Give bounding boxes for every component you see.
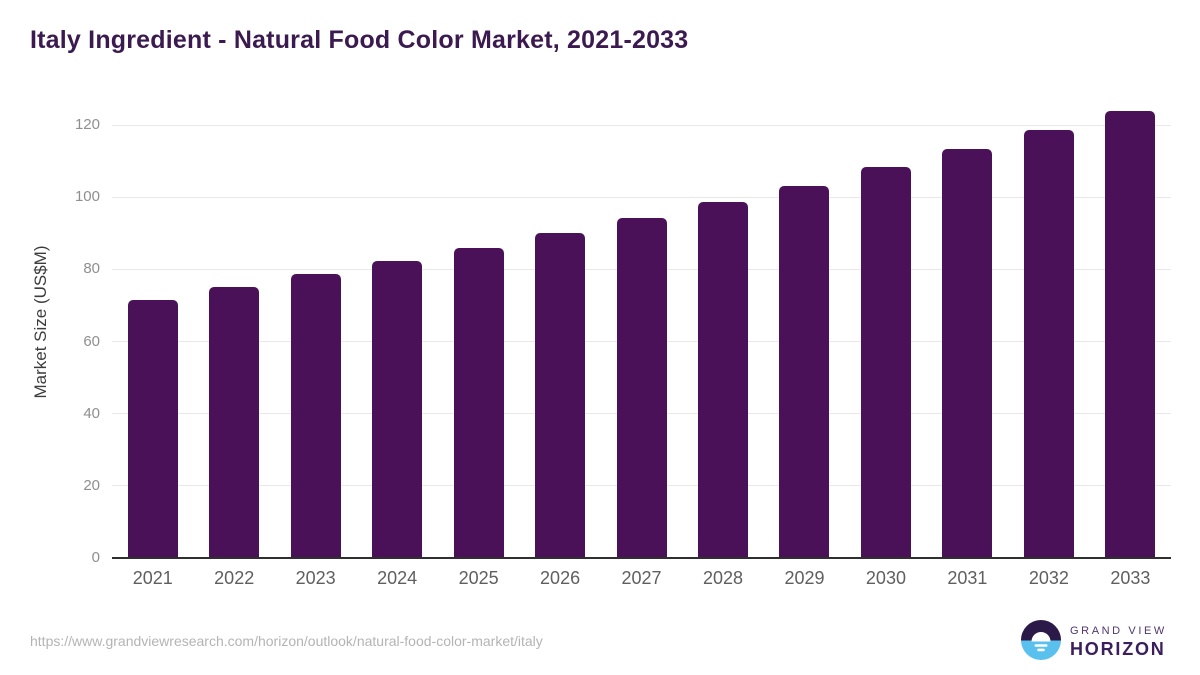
chart-title: Italy Ingredient - Natural Food Color Ma… — [30, 26, 689, 54]
bar-2028 — [698, 202, 749, 558]
bar-2029 — [779, 185, 830, 558]
y-tick-label-60: 60 — [83, 332, 100, 350]
bar-2032 — [1023, 130, 1074, 558]
bar-slot-2021 — [112, 96, 193, 558]
y-tick-label-80: 80 — [83, 260, 100, 278]
y-tick-label-0: 0 — [91, 549, 100, 566]
bar-slot-2031 — [927, 96, 1008, 558]
bar-slot-2022 — [193, 96, 274, 558]
gridline-100 — [112, 196, 1171, 198]
bar-slot-2026 — [519, 96, 600, 558]
y-tick-label-40: 40 — [83, 404, 100, 422]
bar-slot-2030 — [845, 96, 926, 558]
bar-2022 — [209, 287, 260, 558]
x-tick-label-2022: 2022 — [214, 568, 255, 588]
logo-text-grand-view: GRAND VIEW — [1070, 625, 1167, 637]
bar-slot-2028 — [682, 96, 763, 558]
bar-2025 — [453, 248, 504, 558]
x-tick-label-2030: 2030 — [865, 568, 906, 588]
x-axis-line — [112, 557, 1171, 559]
bar-2027 — [616, 218, 667, 558]
gridline-120 — [112, 124, 1171, 126]
bar-slot-2024 — [356, 96, 437, 558]
x-tick-label-2028: 2028 — [702, 568, 744, 588]
source-url-text: https://www.grandviewresearch.com/horizo… — [30, 633, 543, 649]
bar-2030 — [860, 166, 911, 558]
bar-slot-2023 — [275, 96, 356, 558]
logo-text-horizon: HORIZON — [1070, 639, 1166, 659]
x-tick-label-2023: 2023 — [295, 568, 336, 588]
bar-slot-2025 — [438, 96, 519, 558]
x-tick-label-2031: 2031 — [947, 568, 988, 588]
y-axis-ticks: 0 20 40 60 80 100 120 — [0, 96, 102, 566]
x-tick-label-2026: 2026 — [540, 568, 581, 588]
x-tick-label-2029: 2029 — [784, 568, 825, 588]
x-tick-label-2024: 2024 — [377, 568, 418, 588]
grand-view-horizon-logo: GRAND VIEW HORIZON — [1021, 620, 1167, 665]
y-tick-label-20: 20 — [83, 476, 100, 494]
x-tick-label-2025: 2025 — [458, 568, 499, 588]
bar-slot-2029 — [764, 96, 845, 558]
x-tick-label-2032: 2032 — [1028, 568, 1069, 588]
x-axis-ticks: 2021 2022 2023 2024 2025 2026 2027 2028 2029 2030… — [112, 568, 1171, 589]
x-tick-label-2027: 2027 — [621, 568, 662, 588]
y-tick-label-120: 120 — [74, 116, 100, 133]
bar-2023 — [290, 274, 341, 558]
bar-2031 — [942, 148, 993, 558]
horizon-sunrise-icon — [1021, 620, 1061, 665]
x-tick-label-2033: 2033 — [1110, 568, 1151, 588]
bars — [112, 96, 1171, 558]
y-tick-label-100: 100 — [74, 188, 100, 206]
logo-text: GRAND VIEW HORIZON — [1070, 620, 1167, 660]
bar-2024 — [372, 261, 423, 558]
bar-slot-2033 — [1090, 96, 1171, 558]
bar-2026 — [535, 233, 586, 558]
x-tick-label-2021: 2021 — [132, 568, 173, 588]
bar-slot-2027 — [601, 96, 682, 558]
bar-slot-2032 — [1008, 96, 1089, 558]
bar-2033 — [1105, 110, 1156, 558]
bar-2021 — [127, 299, 178, 558]
plot-area — [112, 96, 1171, 558]
